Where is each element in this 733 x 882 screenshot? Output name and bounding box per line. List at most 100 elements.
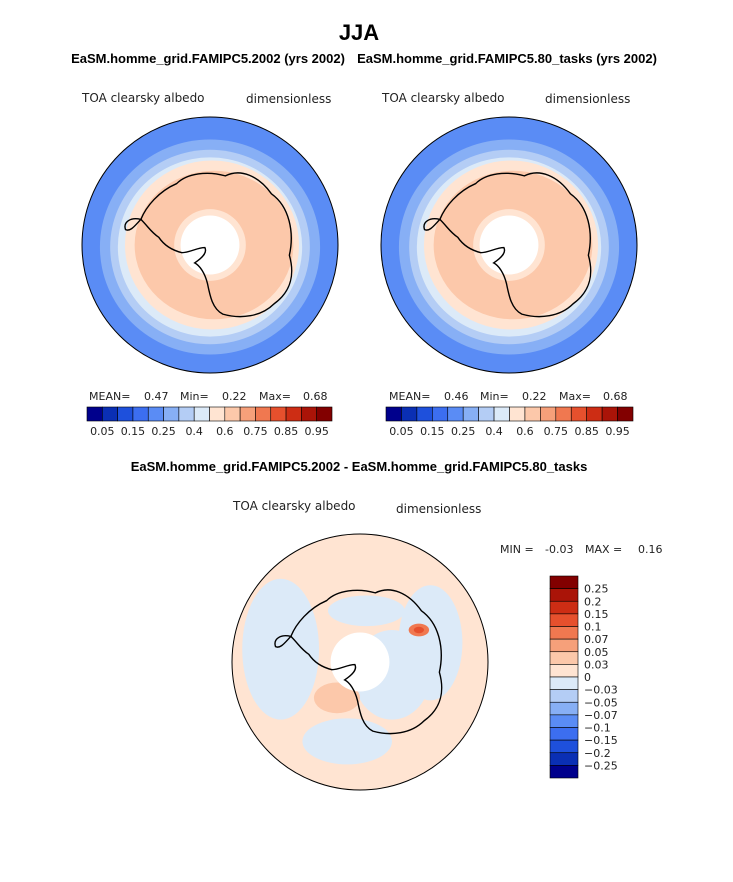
colorbar-tick-label: 0.15 xyxy=(420,425,445,438)
colorbar-tick-label: 0.6 xyxy=(516,425,534,438)
colorbar-tick-label: −0.2 xyxy=(584,747,611,760)
colorbar-swatch xyxy=(493,406,510,422)
max-label: Max= xyxy=(559,390,591,403)
colorbar-swatch xyxy=(601,406,618,422)
colorbar: 0.250.20.150.10.070.050.030−0.03−0.05−0.… xyxy=(549,575,618,779)
colorbar-tick-label: 0.95 xyxy=(304,425,329,438)
colorbar-swatch xyxy=(416,406,433,422)
coastline xyxy=(124,172,293,318)
colorbar-tick-label: 0.05 xyxy=(90,425,115,438)
colorbar-tick-label: 0.05 xyxy=(584,646,609,659)
colorbar-swatch xyxy=(549,626,579,640)
colorbar-tick-label: 0.75 xyxy=(544,425,569,438)
min-value: -0.03 xyxy=(545,543,573,556)
region-positive-diff-ross-sea xyxy=(313,682,360,714)
colorbar-tick-label: −0.25 xyxy=(584,759,618,772)
colorbar-swatch xyxy=(316,406,333,422)
mean-value: 0.47 xyxy=(144,390,169,403)
colorbar-swatch xyxy=(549,664,579,678)
field-label: TOA clearsky albedo xyxy=(81,91,205,105)
max-value: 0.68 xyxy=(303,390,328,403)
region-polar-night xyxy=(479,215,539,275)
colorbar-swatch xyxy=(178,406,195,422)
colorbar: 0.05 0.15 0.25 0.4 0.6 0.75 0.85 0.95 xyxy=(385,406,634,438)
map-panel-left: EaSM.homme_grid.FAMIPC5.2002 (yrs 2002) … xyxy=(71,51,345,438)
colorbar-tick-label: −0.07 xyxy=(584,709,618,722)
colorbar-tick-label: 0.95 xyxy=(605,425,630,438)
colorbar-tick-label: 0.25 xyxy=(584,583,609,596)
colorbar-swatch xyxy=(447,406,464,422)
max-value: 0.16 xyxy=(638,543,663,556)
field-label: TOA clearsky albedo xyxy=(232,499,356,513)
region-negative-diff-small xyxy=(328,595,405,627)
min-label: MIN = xyxy=(500,543,534,556)
colorbar-tick-label: 0.85 xyxy=(574,425,599,438)
stats-row: MEAN= 0.47 Min= 0.22 Max= 0.68 xyxy=(89,390,328,403)
colorbar-swatch xyxy=(462,406,479,422)
min-label: Min= xyxy=(480,390,509,403)
colorbar-swatch xyxy=(117,406,134,422)
colorbar-swatch xyxy=(401,406,418,422)
mean-label: MEAN= xyxy=(89,390,130,403)
coastline xyxy=(423,172,592,318)
mean-label: MEAN= xyxy=(389,390,430,403)
colorbar-tick-label: 0.1 xyxy=(584,621,602,634)
region-polar-night xyxy=(330,632,390,692)
colorbar-swatch xyxy=(549,752,579,766)
colorbar-swatch xyxy=(132,406,149,422)
colorbar-swatch xyxy=(255,406,272,422)
colorbar-tick-label: 0.05 xyxy=(389,425,414,438)
map-border xyxy=(231,533,489,791)
colorbar-swatch xyxy=(301,406,317,422)
colorbar-swatch xyxy=(549,714,579,728)
max-value: 0.68 xyxy=(603,390,628,403)
map-panel-difference: EaSM.homme_grid.FAMIPC5.2002 - EaSM.homm… xyxy=(131,459,663,791)
map-border xyxy=(81,116,339,374)
mean-value: 0.46 xyxy=(444,390,469,403)
colorbar-swatch xyxy=(432,406,449,422)
colorbar-tick-label: 0.75 xyxy=(243,425,268,438)
colorbar-swatch xyxy=(147,406,164,422)
colorbar-swatch xyxy=(617,406,634,422)
colorbar-swatch xyxy=(549,727,579,741)
colorbar-tick-label: −0.03 xyxy=(584,684,618,697)
colorbar-swatch xyxy=(270,406,287,422)
colorbar-swatch xyxy=(102,406,118,422)
colorbar-swatch xyxy=(549,765,579,779)
colorbar-swatch xyxy=(524,406,541,422)
colorbar-tick-label: 0.03 xyxy=(584,658,609,671)
colorbar-tick-label: 0.07 xyxy=(584,633,609,646)
region-negative-diff-small xyxy=(302,718,393,765)
colorbar-swatch xyxy=(540,406,557,422)
colorbar-tick-label: −0.1 xyxy=(584,722,611,735)
colorbar-swatch xyxy=(478,406,495,422)
colorbar-swatch xyxy=(549,638,579,653)
max-label: MAX = xyxy=(585,543,622,556)
units-label: dimensionless xyxy=(545,92,630,106)
colorbar-swatch xyxy=(239,406,256,422)
colorbar-swatch xyxy=(86,406,103,422)
region-negative-diff-small xyxy=(242,578,320,720)
colorbar-swatch xyxy=(549,600,579,615)
colorbar-tick-label: 0.6 xyxy=(216,425,234,438)
colorbar-tick-label: 0 xyxy=(584,671,591,684)
polar-map xyxy=(231,533,489,791)
polar-map xyxy=(81,116,339,374)
colorbar-swatch xyxy=(586,406,603,422)
units-label: dimensionless xyxy=(396,502,481,516)
panel-title: EaSM.homme_grid.FAMIPC5.2002 - EaSM.homm… xyxy=(131,459,588,474)
units-label: dimensionless xyxy=(246,92,331,106)
colorbar-tick-label: −0.05 xyxy=(584,696,618,709)
region-polar-night xyxy=(180,215,240,275)
colorbar-tick-label: 0.2 xyxy=(584,595,602,608)
colorbar-swatch xyxy=(570,406,587,422)
colorbar-tick-label: 0.25 xyxy=(151,425,176,438)
max-label: Max= xyxy=(259,390,291,403)
colorbar-tick-label: 0.4 xyxy=(185,425,203,438)
region-positive-diff-peak-core xyxy=(413,626,424,634)
min-value: 0.22 xyxy=(522,390,547,403)
field-label: TOA clearsky albedo xyxy=(381,91,505,105)
page-title: JJA xyxy=(339,20,379,45)
colorbar-swatch xyxy=(193,406,210,422)
